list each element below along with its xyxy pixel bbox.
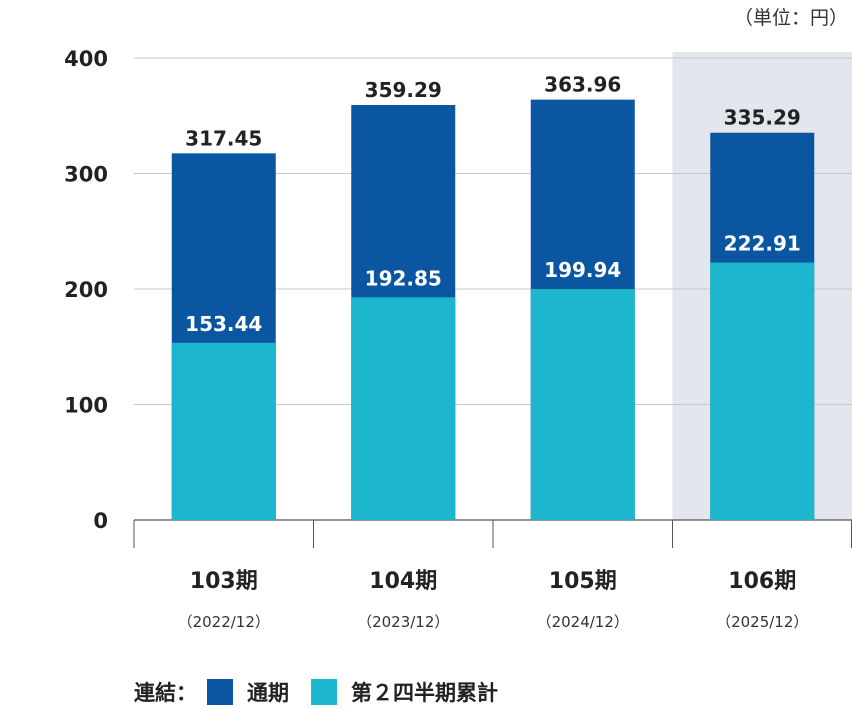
data-label-half-year: 192.85 [365,266,442,290]
x-tick-sublabel: （2022/12） [178,613,270,631]
x-tick-label: 104期 [369,569,437,594]
legend-item-half-year: 第２四半期累計 [311,677,498,707]
unit-label: （単位：円） [734,7,848,29]
legend-item-full-year: 通期 [207,677,289,707]
y-tick-label: 100 [64,394,108,418]
data-label-full-year: 359.29 [365,78,442,102]
legend-prefix: 連結： [134,681,197,705]
labels: 0 100 200 300 400 317.45 153.44 103期 （2022/12） 35… [64,47,808,631]
bar-half-year [530,289,635,520]
chart: 0 100 200 300 400 317.45 153.44 103期 （2022/12） 35… [64,7,852,631]
data-label-full-year: 363.96 [544,73,621,97]
bar-half-year [710,262,815,520]
legend: 連結： 通期 第２四半期累計 [134,676,520,708]
legend-swatch-half-year [311,679,337,705]
x-tick-label: 105期 [549,569,617,594]
y-tick-label: 300 [64,163,108,187]
legend-swatch-full-year [207,679,233,705]
x-tick-sublabel: （2024/12） [537,613,629,631]
bar-half-year [171,342,276,520]
data-label-full-year: 335.29 [724,106,801,130]
data-label-half-year: 199.94 [544,258,621,282]
x-tick-sublabel: （2023/12） [357,613,449,631]
x-tick-label: 103期 [190,569,258,594]
data-label-half-year: 222.91 [724,232,801,256]
data-label-half-year: 153.44 [185,312,262,336]
data-label-full-year: 317.45 [185,126,262,150]
y-tick-label: 0 [93,509,108,533]
y-tick-label: 200 [64,278,108,302]
x-tick-sublabel: （2025/12） [716,613,808,631]
legend-label-half-year: 第２四半期累計 [351,681,498,705]
bar-half-year [351,297,456,520]
x-tick-label: 106期 [728,569,796,594]
bars [171,99,815,521]
legend-label-full-year: 通期 [247,681,289,705]
y-tick-label: 400 [64,47,108,71]
